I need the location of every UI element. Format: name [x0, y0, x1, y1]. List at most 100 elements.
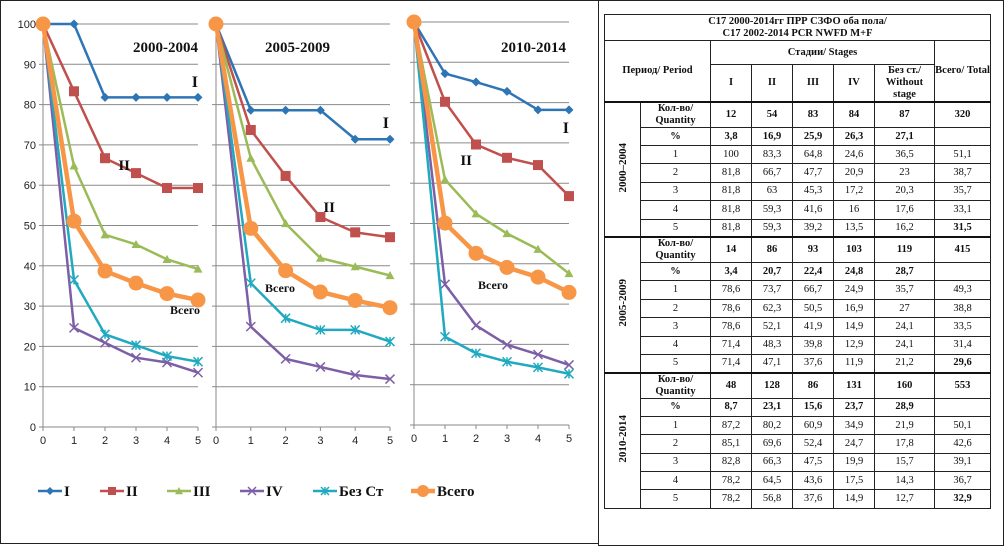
- value-cell: 87,2: [710, 415, 752, 436]
- percent-label: %: [640, 127, 711, 146]
- quantity-cell: 87: [874, 101, 935, 128]
- series-annotation: I: [383, 115, 389, 132]
- percent-label: %: [640, 397, 711, 417]
- data-point-Всего: [35, 16, 51, 32]
- y-tick-label: 70: [24, 140, 36, 152]
- value-cell: 23: [874, 163, 935, 183]
- data-point-II: [162, 183, 172, 194]
- legend-marker-circle-icon: [417, 485, 429, 497]
- value-cell: 11,9: [833, 354, 875, 374]
- data-point-IV: [315, 361, 326, 372]
- value-cell: 33,1: [933, 200, 992, 220]
- year-label: 3: [640, 317, 711, 337]
- x-tick-label: 4: [164, 435, 170, 447]
- data-point-Без Ст: [245, 278, 256, 289]
- table-row-year: 5 71,4 47,1 37,6 11,9 21,2 29,6: [605, 354, 992, 374]
- legend-item-IV: IV: [240, 484, 283, 500]
- quantity-cell: 83: [792, 101, 834, 128]
- quantity-cell: 14: [710, 236, 752, 264]
- stages-header: Стадии/ Stages: [710, 40, 935, 65]
- percent-cell: 23,7: [833, 397, 875, 417]
- data-point-Всего: [208, 16, 224, 32]
- series-line-IV: [41, 23, 199, 374]
- series-annotation: II: [323, 200, 335, 216]
- year-label: 2: [640, 163, 711, 183]
- quantity-cell: 54: [751, 101, 793, 128]
- x-tick-label: 4: [352, 435, 358, 447]
- data-point-Без Ст: [470, 348, 482, 359]
- value-cell: 13,5: [833, 218, 875, 238]
- year-label: 2: [640, 298, 711, 319]
- data-point-III: [281, 218, 291, 228]
- value-cell: 78,2: [710, 471, 752, 491]
- series-line-II: [412, 21, 570, 197]
- panel-title: 2000-2004: [133, 40, 198, 56]
- data-point-I: [100, 92, 110, 102]
- data-point-Без Ст: [384, 336, 396, 347]
- data-point-IV: [532, 349, 544, 360]
- value-cell: 32,9: [933, 489, 992, 509]
- series-annotation: Всего: [265, 281, 295, 295]
- x-tick-label: 3: [504, 433, 510, 445]
- quantity-label: Кол-во/ Quantity: [640, 236, 711, 264]
- data-point-III: [162, 254, 172, 263]
- value-cell: 49,3: [933, 280, 992, 300]
- legend-marker-x-icon: [247, 486, 257, 496]
- table-row-quantity: 2000–2004 Кол-во/ Quantity 12 54 83 84 87 320: [604, 100, 992, 238]
- value-cell: 51,1: [933, 144, 992, 165]
- value-cell: 21,9: [874, 415, 935, 436]
- legend-label: Без Ст: [339, 484, 384, 500]
- percent-cell: 15,6: [792, 397, 834, 417]
- x-tick-label: 0: [40, 435, 46, 447]
- series-line-Без Ст: [412, 21, 570, 376]
- stage-header-3: IV: [833, 64, 875, 103]
- legend-item-II: II: [100, 484, 138, 500]
- data-point-IV: [470, 320, 482, 331]
- value-cell: 21,2: [874, 354, 935, 374]
- panel-title: 2010-2014: [501, 40, 566, 56]
- legend-marker-triangle-icon: [175, 487, 183, 495]
- value-cell: 59,3: [751, 200, 793, 220]
- series-annotation: I: [563, 120, 569, 137]
- value-cell: 60,9: [792, 415, 834, 436]
- year-label: 3: [640, 452, 711, 473]
- quantity-cell: 160: [874, 371, 935, 399]
- series-line-II: [214, 23, 391, 239]
- x-tick-label: 2: [283, 435, 289, 447]
- value-cell: 56,8: [751, 489, 793, 509]
- period-label-text: 2005-2009: [616, 279, 629, 328]
- data-point-II: [131, 168, 141, 179]
- value-cell: 42,6: [933, 434, 992, 454]
- y-tick-label: 20: [24, 341, 36, 353]
- data-point-II: [440, 96, 450, 107]
- data-point-IV: [280, 353, 291, 364]
- quantity-cell: 12: [710, 101, 752, 128]
- data-point-Без Ст: [130, 340, 142, 351]
- legend-item-III: III: [167, 484, 211, 500]
- percent-cell: 3,4: [710, 262, 752, 282]
- series-annotation: I: [192, 74, 198, 91]
- table-row-percent: % 3,4 20,7 22,4 24,8 28,7: [605, 262, 992, 282]
- table-row-year: 2 78,6 62,3 50,5 16,9 27 38,8: [605, 298, 992, 319]
- series-line-III: [412, 21, 570, 275]
- period-label: 2010-2014: [604, 371, 641, 509]
- value-cell: 50,1: [933, 415, 992, 436]
- value-cell: 83,3: [751, 144, 793, 165]
- y-tick-label: 100: [18, 19, 36, 31]
- table-row-year: 4 78,2 64,5 43,6 17,5 14,3 36,7: [605, 471, 992, 491]
- data-point-Без Ст: [280, 313, 291, 324]
- value-cell: 35,7: [874, 280, 935, 300]
- legend-marker-star-icon: [320, 486, 330, 496]
- series-line-II: [41, 23, 198, 190]
- value-cell: 100: [710, 144, 752, 165]
- data-point-I: [193, 92, 203, 102]
- table-row-year: 2 81,8 66,7 47,7 20,9 23 38,7: [605, 163, 992, 183]
- table-row-year: 1 100 83,3 64,8 24,6 36,5 51,1: [605, 144, 992, 165]
- period-label-text: 2010-2014: [616, 415, 629, 463]
- value-cell: 39,2: [792, 218, 834, 238]
- data-point-Всего: [66, 213, 82, 229]
- y-tick-label: 40: [24, 261, 36, 273]
- table-row-quantity: 2005-2009 Кол-во/ Quantity 14 86 93 103 119 415: [604, 236, 992, 374]
- data-point-Всего: [312, 284, 328, 300]
